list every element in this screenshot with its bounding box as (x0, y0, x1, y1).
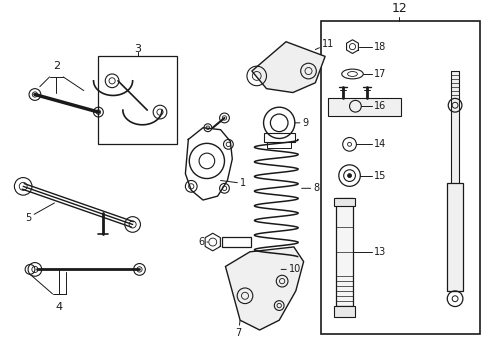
Text: 3: 3 (134, 44, 141, 54)
Text: 10: 10 (281, 264, 301, 274)
Text: 14: 14 (374, 139, 386, 149)
Text: 17: 17 (374, 69, 386, 79)
Text: 1: 1 (220, 179, 246, 188)
Bar (334, 198, 355, 206)
Bar (321, 21, 481, 334)
Text: 13: 13 (374, 247, 386, 257)
Text: 16: 16 (374, 101, 386, 111)
Circle shape (349, 100, 361, 112)
Text: 15: 15 (374, 171, 386, 181)
Text: 9: 9 (295, 118, 309, 128)
Bar (451, 71, 459, 291)
Polygon shape (225, 247, 304, 330)
Text: 2: 2 (53, 61, 60, 71)
Bar (336, 198, 353, 306)
Bar (254, 279, 281, 287)
Bar (98, 57, 176, 144)
Bar (447, 184, 463, 291)
Bar (328, 98, 401, 116)
Bar (264, 132, 295, 143)
Text: 5: 5 (25, 203, 54, 222)
Text: 6: 6 (198, 237, 208, 247)
Bar (334, 306, 355, 317)
Bar (221, 237, 251, 247)
Circle shape (347, 174, 351, 177)
Polygon shape (252, 42, 325, 93)
Bar (268, 143, 291, 148)
Bar (260, 287, 275, 292)
Text: 4: 4 (56, 302, 63, 312)
Text: 8: 8 (302, 183, 319, 193)
Text: 11: 11 (316, 39, 335, 50)
Text: 7: 7 (235, 320, 242, 338)
Text: 18: 18 (374, 42, 386, 51)
Text: 12: 12 (392, 3, 407, 15)
